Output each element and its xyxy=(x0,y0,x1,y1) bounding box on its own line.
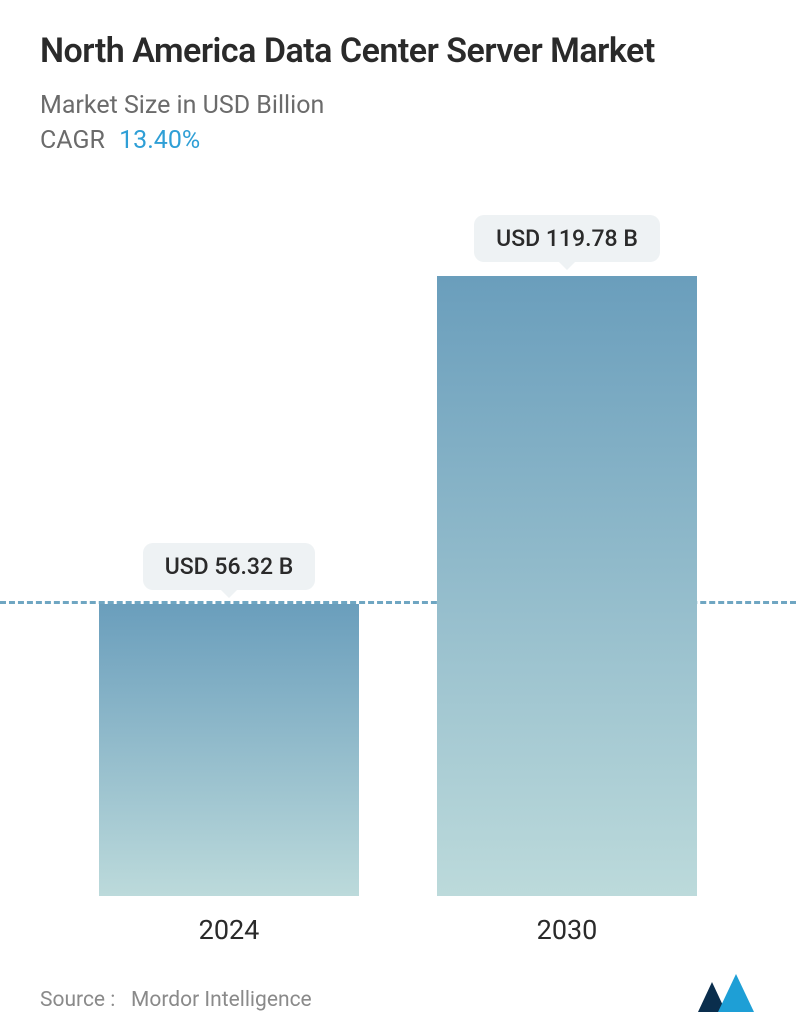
x-label: 2030 xyxy=(437,914,697,946)
bar-group-1: USD 119.78 B xyxy=(437,215,697,896)
bar xyxy=(99,604,359,896)
cagr-label: CAGR xyxy=(40,126,105,155)
x-axis-labels: 2024 2030 xyxy=(40,896,756,946)
cagr-value: 13.40% xyxy=(119,126,200,155)
bar-group-0: USD 56.32 B xyxy=(99,543,359,896)
x-label: 2024 xyxy=(99,914,359,946)
chart-footer: Source : Mordor Intelligence xyxy=(40,946,756,1018)
mordor-logo-icon xyxy=(698,974,756,1012)
chart-subtitle: Market Size in USD Billion xyxy=(40,91,756,120)
value-pill: USD 56.32 B xyxy=(143,543,316,590)
source-label: Source : xyxy=(40,988,115,1012)
source-attribution: Source : Mordor Intelligence xyxy=(40,988,312,1012)
bar-chart: USD 56.32 B USD 119.78 B xyxy=(40,175,756,896)
value-pill: USD 119.78 B xyxy=(474,215,660,262)
cagr-row: CAGR 13.40% xyxy=(40,126,756,155)
chart-title: North America Data Center Server Market xyxy=(40,30,756,73)
bar xyxy=(437,276,697,896)
source-name: Mordor Intelligence xyxy=(131,988,312,1012)
